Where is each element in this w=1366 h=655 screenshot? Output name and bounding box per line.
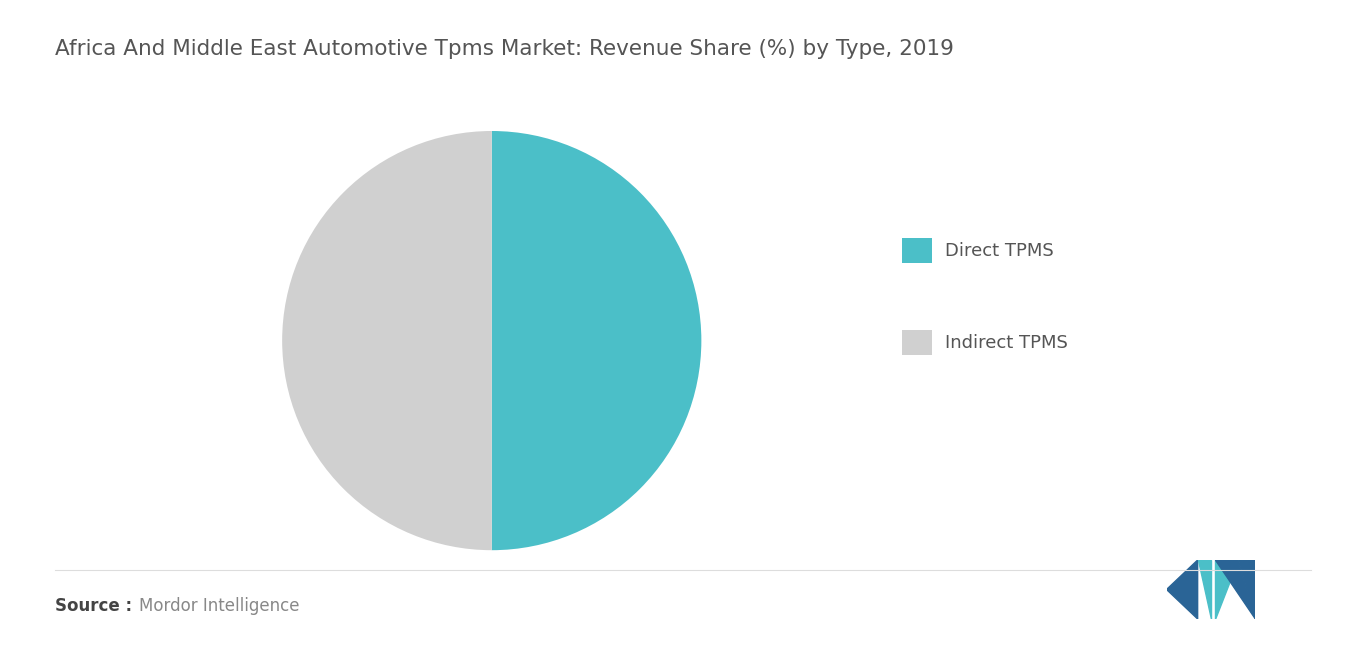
Polygon shape: [1216, 560, 1238, 619]
Text: Direct TPMS: Direct TPMS: [945, 242, 1055, 260]
Polygon shape: [1216, 560, 1255, 619]
Wedge shape: [283, 131, 492, 550]
Polygon shape: [1238, 560, 1255, 619]
Text: Indirect TPMS: Indirect TPMS: [945, 333, 1068, 352]
Text: Africa And Middle East Automotive Tpms Market: Revenue Share (%) by Type, 2019: Africa And Middle East Automotive Tpms M…: [55, 39, 953, 60]
Text: Source :: Source :: [55, 597, 131, 615]
Wedge shape: [492, 131, 701, 550]
Text: Mordor Intelligence: Mordor Intelligence: [139, 597, 299, 615]
Polygon shape: [1198, 560, 1212, 619]
Polygon shape: [1167, 560, 1198, 619]
